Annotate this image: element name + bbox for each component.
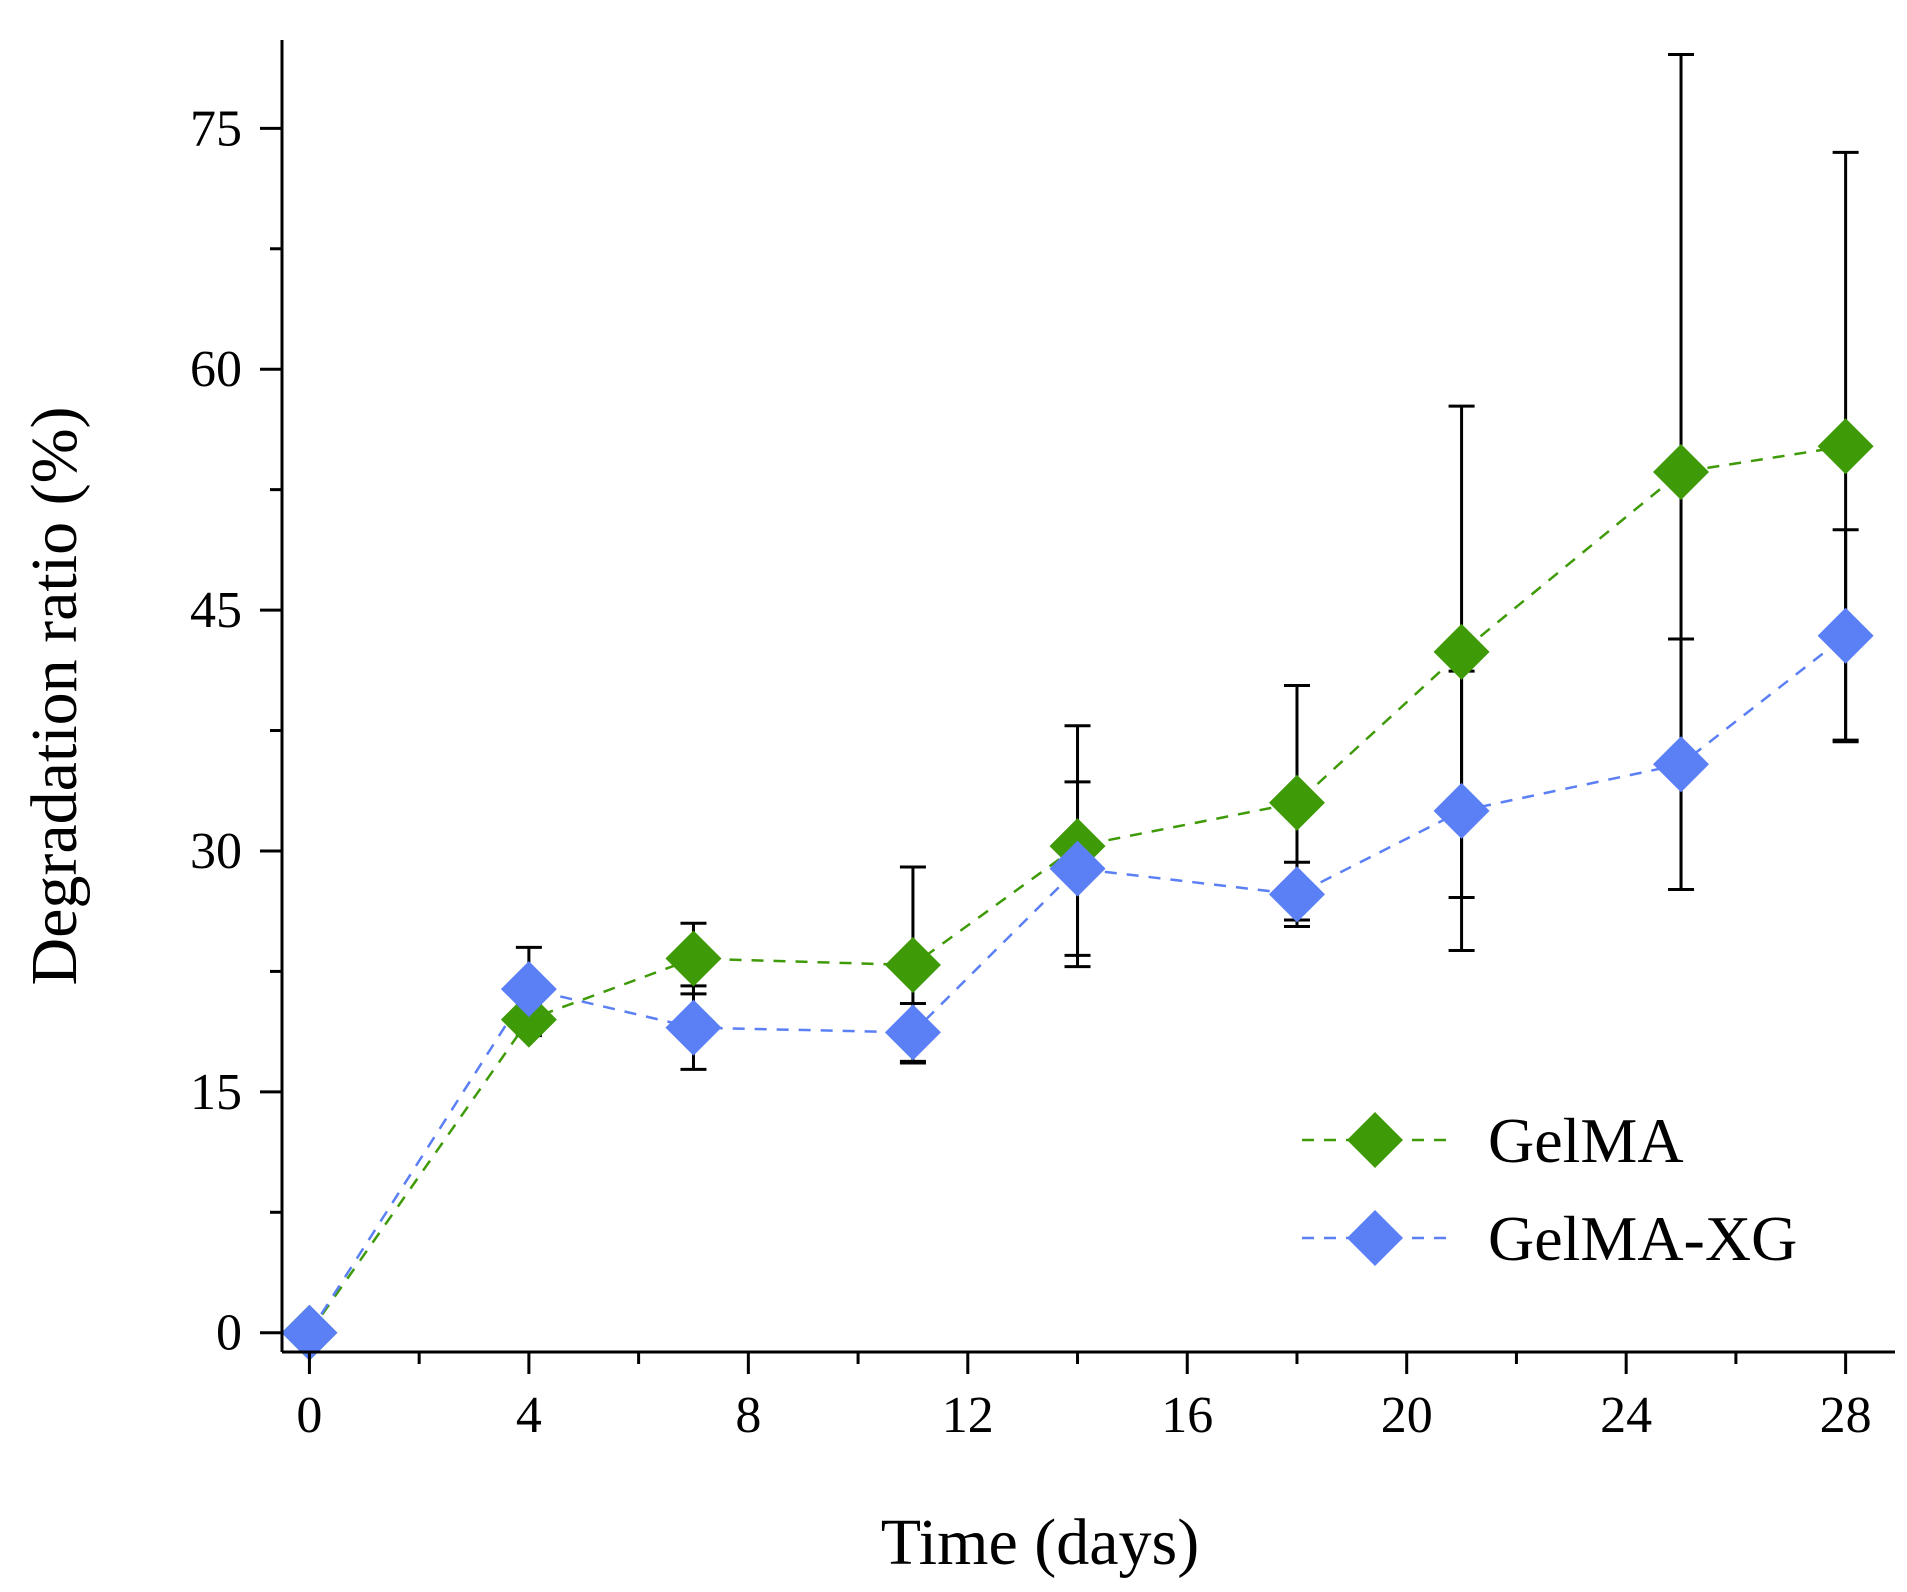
y-tick-label: 45: [190, 582, 242, 639]
data-point-gelma: [500, 991, 557, 1048]
legend-marker-gelma-xg: [1347, 1210, 1403, 1266]
legend: GelMA GelMA-XG: [1302, 1105, 1797, 1274]
x-tick-label: 20: [1381, 1387, 1433, 1444]
data-point-gelma-xg: [665, 999, 722, 1056]
x-tick-label: 28: [1820, 1387, 1872, 1444]
legend-label-gelma: GelMA: [1488, 1105, 1684, 1176]
data-point-gelma-xg: [1433, 782, 1490, 839]
data-point-gelma: [1268, 774, 1325, 831]
data-point-gelma-xg: [281, 1304, 338, 1361]
x-tick-label: 24: [1600, 1387, 1652, 1444]
data-point-gelma-xg: [500, 961, 557, 1018]
x-tick-label: 16: [1161, 1387, 1213, 1444]
legend-marker-gelma: [1347, 1112, 1403, 1168]
data-point-gelma-xg: [1817, 607, 1874, 664]
y-tick-label: 0: [216, 1305, 242, 1362]
x-tick-label: 4: [516, 1387, 542, 1444]
data-point-gelma-xg: [1268, 866, 1325, 923]
error-bars-layer: [515, 52, 1859, 1071]
data-point-gelma-xg: [1653, 736, 1710, 793]
markers-layer: [281, 418, 1874, 1361]
data-point-gelma-xg: [884, 1004, 941, 1061]
series-lines-layer: [308, 445, 1847, 1334]
x-axis-title: Time (days): [881, 1506, 1199, 1579]
series-line-gelma-xg: [308, 634, 1847, 1334]
legend-label-gelma-xg: GelMA-XG: [1488, 1203, 1797, 1274]
data-point-gelma: [1433, 623, 1490, 680]
x-tick-label: 0: [296, 1387, 322, 1444]
y-tick-label: 75: [190, 100, 242, 157]
y-tick-label: 15: [190, 1064, 242, 1121]
y-tick-label: 30: [190, 823, 242, 880]
data-point-gelma: [884, 936, 941, 993]
tick-labels-layer: 0 15 30 45 60 75 0 4 8 12 16 20 24 28: [190, 100, 1872, 1444]
axes-layer: [260, 40, 1895, 1374]
data-point-gelma: [1653, 443, 1710, 500]
series-line-gelma: [308, 445, 1846, 1334]
data-point-gelma-xg: [1049, 840, 1106, 897]
y-tick-label: 60: [190, 341, 242, 398]
x-tick-label: 12: [942, 1387, 994, 1444]
data-point-gelma: [1817, 418, 1874, 475]
x-tick-label: 8: [735, 1387, 761, 1444]
y-axis-title: Degradation ratio (%): [18, 406, 91, 985]
data-point-gelma: [665, 930, 722, 987]
